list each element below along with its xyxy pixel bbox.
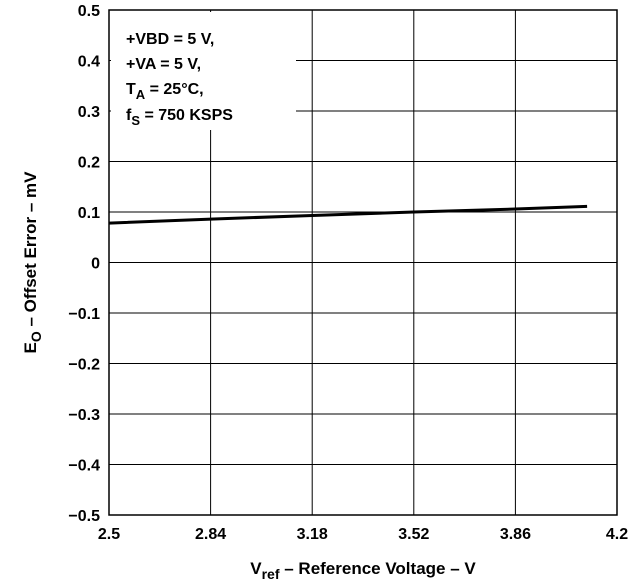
y-tick-label: −0.4: [68, 458, 100, 475]
y-tick-label: 0.5: [78, 3, 100, 20]
annotation-line-vbd: +VBD = 5 V,: [126, 31, 214, 48]
y-tick-label: 0.3: [78, 104, 100, 121]
y-tick-label: 0: [91, 256, 100, 273]
y-axis-label: EO – Offset Error – mV: [21, 171, 44, 354]
series-line: [108, 204, 588, 225]
x-axis-label: Vref – Reference Voltage – V: [250, 559, 476, 582]
y-tick-label: 0.2: [78, 155, 100, 172]
y-tick-label: −0.5: [68, 508, 100, 525]
annotation-line-temp: TA = 25°C,: [126, 81, 204, 102]
x-tick-labels: 2.5 2.84 3.18 3.52 3.86 4.2: [98, 526, 628, 543]
y-tick-label: 0.1: [78, 205, 100, 222]
y-tick-label: 0.4: [78, 54, 100, 71]
y-tick-label: −0.2: [68, 357, 100, 374]
annotation-line-fs: fS = 750 KSPS: [126, 107, 233, 128]
y-tick-label: −0.3: [68, 407, 100, 424]
annotation-block: +VBD = 5 V, +VA = 5 V, TA = 25°C, fS = 7…: [126, 31, 233, 128]
annotation-line-va: +VA = 5 V,: [126, 56, 201, 73]
x-tick-label: 4.2: [606, 526, 628, 543]
x-tick-label: 3.86: [500, 526, 531, 543]
annotation-background: [111, 12, 296, 130]
x-tick-label: 3.18: [297, 526, 328, 543]
x-tick-label: 3.52: [398, 526, 429, 543]
x-tick-label: 2.84: [195, 526, 226, 543]
series-group: [108, 204, 588, 225]
plot-frame: [108, 9, 618, 516]
y-tick-labels: 0.5 0.4 0.3 0.2 0.1 0 −0.1 −0.2 −0.3 −0.4 −0.5: [68, 3, 100, 525]
y-tick-label: −0.1: [68, 306, 100, 323]
x-tick-label: 2.5: [98, 526, 120, 543]
